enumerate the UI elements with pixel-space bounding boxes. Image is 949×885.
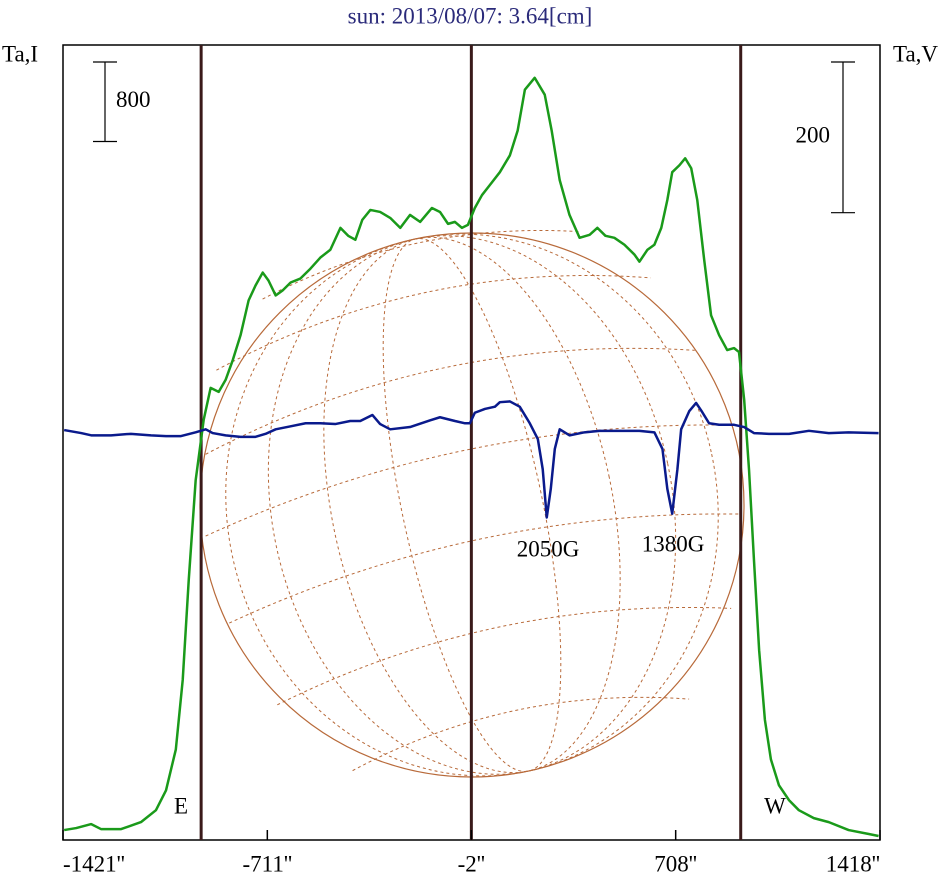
scale-bar-label: 200 (796, 123, 831, 148)
parallel (352, 696, 690, 772)
x-tick-label: -711'' (243, 851, 293, 876)
series-line (63, 400, 879, 519)
annotation: E (174, 793, 188, 818)
sphere-grid (205, 229, 742, 777)
parallel (229, 513, 742, 624)
annotation: 2050G (517, 536, 580, 561)
y2-axis-label: Ta,V (893, 41, 938, 66)
y-axis-label: Ta,I (2, 41, 38, 66)
parallel (205, 424, 728, 537)
x-tick-label: -2'' (458, 851, 485, 876)
parallel (277, 606, 732, 706)
parallel (216, 274, 651, 371)
parallel (205, 347, 695, 455)
scale-bar-label: 800 (116, 87, 151, 112)
x-tick-label: 708'' (654, 851, 697, 876)
annotation: 1380G (642, 531, 705, 556)
parallel (262, 229, 580, 300)
series-line (63, 76, 879, 838)
x-tick-label: -1421'' (63, 851, 125, 876)
meridian (225, 233, 719, 777)
chart-title: sun: 2013/08/07: 3.64[cm] (348, 3, 593, 28)
x-tick-label: 1418'' (826, 851, 880, 876)
annotation: W (764, 793, 786, 818)
